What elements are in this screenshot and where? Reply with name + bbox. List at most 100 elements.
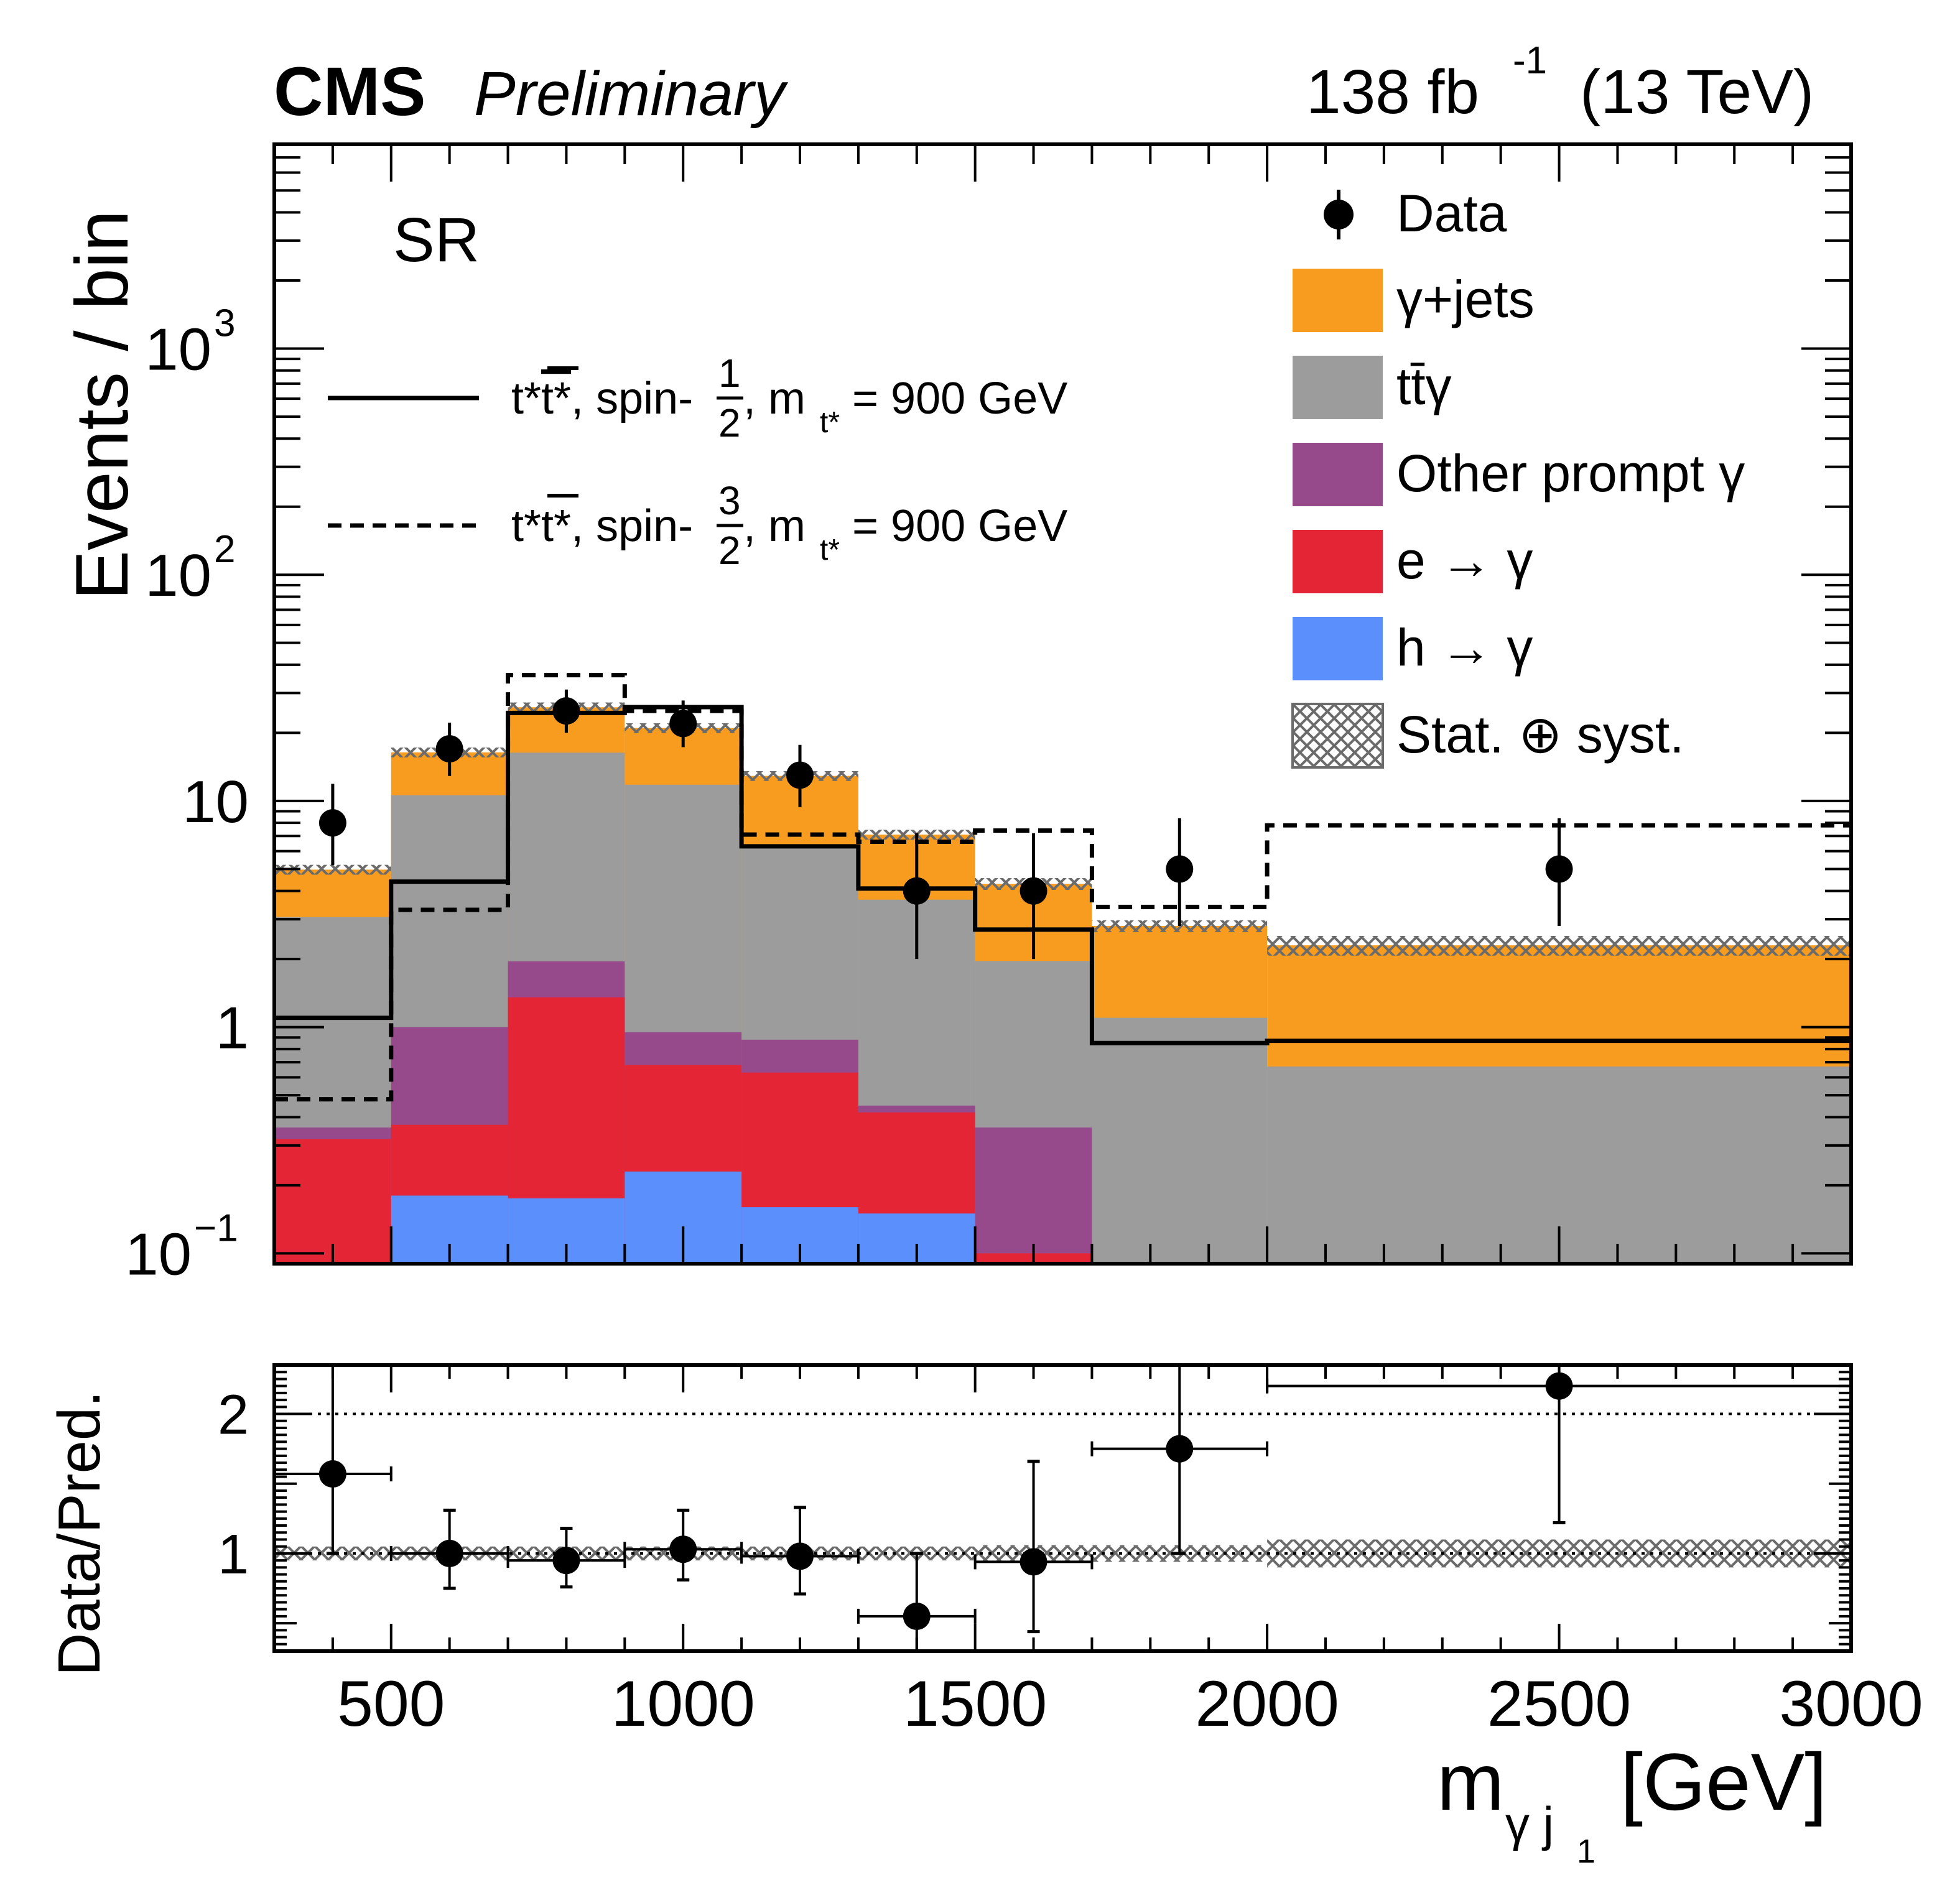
ratio-point bbox=[1166, 1435, 1194, 1463]
signal-mass-label: , m bbox=[743, 374, 806, 424]
y-tick-label-exponent: −1 bbox=[194, 1206, 238, 1249]
swatch-other-prompt bbox=[1293, 443, 1383, 506]
legend-label-ttgamma: tt̄γ bbox=[1396, 357, 1452, 415]
data-marker-icon bbox=[1324, 200, 1354, 229]
ratio-point bbox=[669, 1535, 697, 1563]
x-tick-label: 500 bbox=[337, 1668, 445, 1740]
status-label: Preliminary bbox=[474, 59, 789, 129]
y-tick-label-base: 10 bbox=[125, 1221, 192, 1287]
y-tick-label: 10 bbox=[182, 769, 249, 835]
legend-label-data: Data bbox=[1396, 184, 1507, 243]
energy-label: (13 TeV) bbox=[1580, 57, 1814, 127]
legend-label-h-to-gamma: h → γ bbox=[1396, 618, 1533, 677]
x-tick-label: 2500 bbox=[1487, 1668, 1631, 1740]
legend-entry-e-to-gamma: e → γ bbox=[1293, 530, 1533, 593]
data-point bbox=[435, 735, 463, 763]
x-axis-label: m γ j 1 [GeV] bbox=[1437, 1736, 1827, 1870]
uncertainty-band bbox=[1092, 920, 1268, 932]
ratio-y-tick-label: 1 bbox=[218, 1524, 249, 1586]
fraction-numerator: 3 bbox=[718, 478, 741, 523]
y-tick-label-base: 10 bbox=[145, 542, 211, 609]
ratio-y-tick-label: 2 bbox=[218, 1384, 249, 1447]
legend-entry-ttgamma: tt̄γ bbox=[1293, 356, 1452, 419]
swatch-ttgamma bbox=[1293, 356, 1383, 419]
fraction-denominator: 2 bbox=[718, 528, 741, 573]
x-axis-label-sub: γ j bbox=[1505, 1797, 1554, 1851]
experiment-label: CMS bbox=[274, 53, 425, 130]
uncertainty-band bbox=[274, 864, 391, 875]
legend: Data γ+jets tt̄γ Other prompt γ e → γ h … bbox=[1291, 184, 1745, 769]
fraction-denominator: 2 bbox=[718, 401, 741, 445]
y-tick-label: 10 2 bbox=[145, 528, 235, 609]
signal-mass-label: , m bbox=[743, 501, 806, 551]
data-layer bbox=[318, 689, 1573, 960]
main-plot-frame bbox=[272, 142, 1853, 1266]
data-point bbox=[552, 697, 580, 725]
y-axis-label: Events / bin bbox=[60, 210, 144, 600]
region-label: SR bbox=[393, 205, 480, 275]
stack-layer bbox=[274, 707, 1851, 1264]
y-tick-label-exponent: 3 bbox=[214, 302, 235, 345]
uncertainty-band-layer bbox=[274, 702, 1851, 956]
y-tick-label: 10 −1 bbox=[125, 1206, 238, 1287]
legend-label-uncertainty: Stat. ⊕ syst. bbox=[1396, 705, 1684, 764]
ratio-point bbox=[903, 1602, 931, 1630]
signal-layer bbox=[274, 673, 1851, 1102]
legend-entry-other-prompt: Other prompt γ bbox=[1293, 443, 1745, 506]
ratio-plot-frame bbox=[272, 1363, 1853, 1653]
signal-legend: t*t*, spin- 1 2 , m t* = 900 GeV t*t*, s… bbox=[328, 351, 1067, 573]
x-tick-label: 1000 bbox=[611, 1668, 755, 1740]
uncertainty-band bbox=[1267, 936, 1851, 956]
ratio-point bbox=[435, 1539, 463, 1567]
ratio-point bbox=[1019, 1548, 1047, 1576]
swatch-h-to-gamma bbox=[1293, 617, 1383, 680]
signal-legend-entry-spin-half: t*t*, spin- 1 2 , m t* = 900 GeV bbox=[328, 351, 1067, 445]
signal-label-spin-half: t*t*, spin- bbox=[511, 374, 693, 424]
y-tick-label: 1 bbox=[216, 995, 249, 1062]
stack-bar-ttgamma bbox=[1092, 1017, 1268, 1264]
legend-label-e-to-gamma: e → γ bbox=[1396, 531, 1533, 590]
ratio-point bbox=[786, 1542, 814, 1570]
signal-label-spin-three-half: t*t*, spin- bbox=[511, 501, 693, 551]
ratio-reference-lines bbox=[274, 1412, 1851, 1555]
x-tick-label: 1500 bbox=[903, 1668, 1047, 1740]
y-tick-label-base: 10 bbox=[182, 769, 249, 835]
data-point bbox=[1166, 855, 1194, 883]
y-tick-label-base: 10 bbox=[145, 316, 211, 382]
data-point bbox=[1545, 855, 1573, 883]
ratio-y-axis-label: Data/Pred. bbox=[46, 1391, 113, 1676]
stack-bar-other_prompt bbox=[975, 1128, 1092, 1264]
data-point bbox=[669, 710, 697, 738]
lumi-label: 138 fb -1 (13 TeV) bbox=[1306, 39, 1814, 127]
ratio-uncertainty-layer bbox=[274, 1539, 1851, 1568]
mass-value: = 900 GeV bbox=[852, 501, 1067, 551]
y-tick-label-exponent: 2 bbox=[214, 528, 235, 571]
data-point bbox=[786, 761, 814, 789]
signal-line-spin-half bbox=[274, 705, 1851, 1045]
ratio-point bbox=[318, 1460, 346, 1488]
swatch-uncertainty-hatch bbox=[1291, 703, 1384, 769]
mass-subscript: t* bbox=[820, 406, 840, 439]
y-tick-label: 10 3 bbox=[145, 302, 235, 382]
legend-entry-gamma-jets: γ+jets bbox=[1293, 269, 1535, 332]
y-tick-label-base: 1 bbox=[216, 995, 249, 1062]
fraction-numerator: 1 bbox=[718, 351, 741, 396]
legend-entry-uncertainty: Stat. ⊕ syst. bbox=[1291, 703, 1684, 769]
legend-entry-h-to-gamma: h → γ bbox=[1293, 617, 1533, 680]
mass-subscript: t* bbox=[820, 534, 840, 567]
data-point bbox=[1019, 877, 1047, 905]
signal-line-spin-three-half bbox=[274, 673, 1851, 1102]
x-axis-label-sub2: 1 bbox=[1577, 1833, 1595, 1870]
signal-legend-entry-spin-three-half: t*t*, spin- 3 2 , m t* = 900 GeV bbox=[328, 478, 1067, 573]
legend-entry-data: Data bbox=[1324, 184, 1507, 243]
x-axis-label-main: m bbox=[1437, 1736, 1504, 1827]
lumi-exponent: -1 bbox=[1513, 39, 1547, 82]
ratio-point bbox=[552, 1547, 580, 1575]
x-axis-label-unit: [GeV] bbox=[1620, 1736, 1827, 1827]
swatch-e-to-gamma bbox=[1293, 530, 1383, 593]
x-tick-label: 2000 bbox=[1195, 1668, 1339, 1740]
swatch-gamma-jets bbox=[1293, 269, 1383, 332]
data-point bbox=[903, 877, 931, 905]
